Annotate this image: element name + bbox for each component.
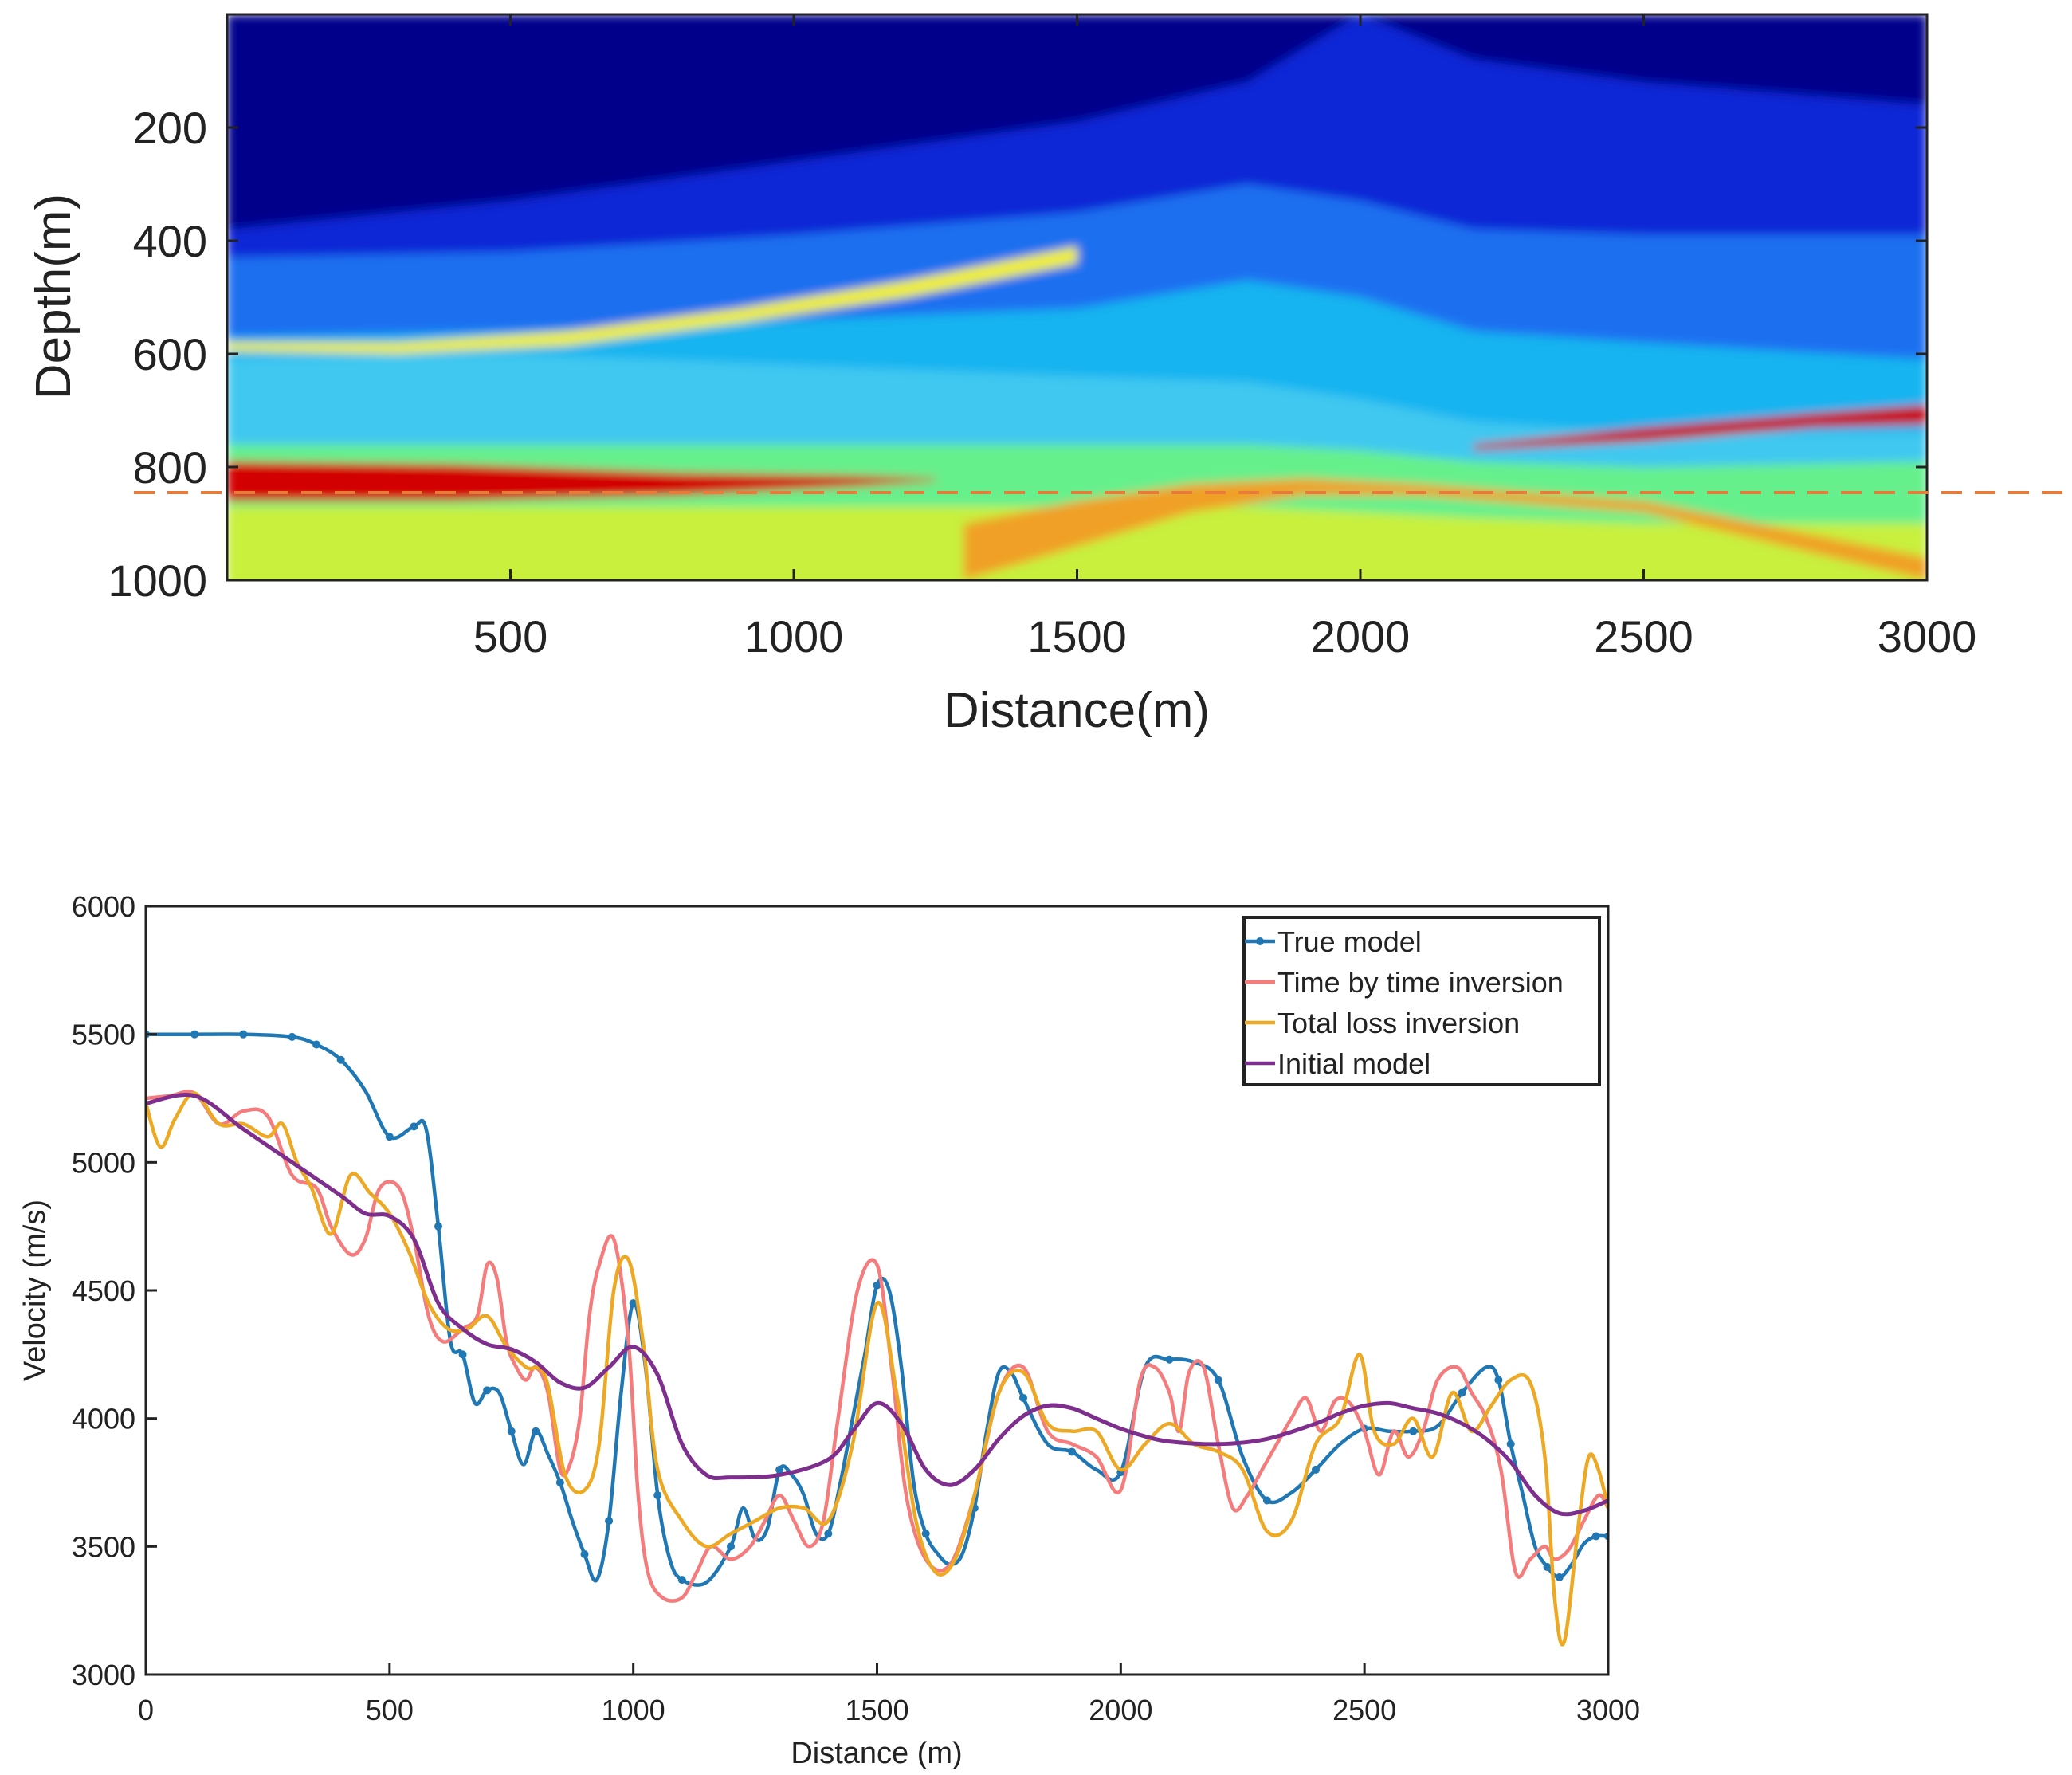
series-point-true-model — [580, 1549, 589, 1558]
series-point-true-model — [1506, 1439, 1515, 1448]
line-series-group — [146, 1030, 1608, 1647]
heatmap-y-label: Depth(m) — [26, 194, 81, 399]
series-point-true-model — [1312, 1465, 1320, 1474]
series-point-true-model — [1543, 1563, 1552, 1572]
legend-marker-true-model — [1256, 937, 1264, 945]
series-point-true-model — [1591, 1532, 1600, 1541]
series-point-true-model — [336, 1055, 345, 1064]
series-point-true-model — [921, 1530, 930, 1538]
line-x-tick-label: 1000 — [602, 1694, 665, 1726]
series-point-true-model — [532, 1427, 540, 1435]
series-point-true-model — [677, 1576, 686, 1585]
series-point-true-model — [410, 1122, 418, 1131]
series-point-true-model — [239, 1030, 248, 1039]
series-point-true-model — [434, 1222, 442, 1231]
line-x-tick-label: 2000 — [1089, 1694, 1152, 1726]
series-point-true-model — [458, 1350, 467, 1359]
heatmap-y-tick-label: 600 — [133, 329, 207, 379]
line-x-axis: 0 500 1000 1500 2000 2500 3000 — [138, 1663, 1640, 1726]
heatmap-red-layer-right — [1474, 404, 1927, 450]
series-point-true-model — [605, 1517, 614, 1526]
series-point-true-model — [1214, 1376, 1222, 1384]
heatmap-y-tick-label: 800 — [133, 442, 207, 493]
series-point-true-model — [483, 1386, 492, 1395]
series-point-true-model — [873, 1281, 881, 1290]
series-point-true-model — [629, 1299, 638, 1308]
line-x-label: Distance (m) — [791, 1737, 962, 1770]
series-point-true-model — [824, 1530, 833, 1538]
series-point-true-model — [1262, 1496, 1271, 1505]
line-chart: 0 500 1000 1500 2000 2500 3000 3000 3500 4000 450… — [18, 890, 1640, 1770]
line-y-tick-label: 4000 — [72, 1403, 135, 1435]
series-point-true-model — [555, 1479, 564, 1486]
line-y-tick-label: 3000 — [72, 1659, 135, 1691]
heatmap-yellow-band-1 — [227, 246, 1077, 354]
series-line-initial-model — [146, 1093, 1608, 1517]
line-y-tick-label: 5000 — [72, 1146, 135, 1179]
line-x-tick-label: 500 — [366, 1694, 414, 1726]
heatmap-layers — [227, 14, 1927, 580]
heatmap-x-tick-label: 3000 — [1878, 611, 1977, 662]
heatmap-y-tick-label: 200 — [133, 103, 207, 153]
legend-label-initial-model: Initial model — [1277, 1047, 1430, 1080]
series-point-true-model — [312, 1040, 321, 1049]
heatmap-y-tick-label: 1000 — [108, 556, 207, 606]
line-y-label: Velocity (m/s) — [18, 1200, 52, 1381]
series-point-true-model — [653, 1491, 662, 1500]
series-point-true-model — [775, 1465, 784, 1474]
heatmap-x-tick-label: 1000 — [744, 611, 844, 662]
heatmap-x-label: Distance(m) — [944, 683, 1210, 738]
series-point-true-model — [1494, 1376, 1503, 1384]
line-x-tick-label: 1500 — [845, 1694, 908, 1726]
series-point-true-model — [1458, 1388, 1466, 1397]
heatmap-x-tick-label: 1500 — [1027, 611, 1127, 662]
series-point-true-model — [507, 1427, 516, 1435]
series-point-true-model — [727, 1542, 735, 1551]
line-y-axis: 3000 3500 4000 4500 5000 5500 6000 — [72, 890, 157, 1691]
line-y-tick-label: 6000 — [72, 890, 135, 923]
line-y-tick-label: 5500 — [72, 1019, 135, 1051]
line-x-tick-label: 0 — [138, 1694, 154, 1726]
heatmap-y-tick-label: 400 — [133, 216, 207, 266]
heatmap-yellow-band-2 — [963, 478, 1927, 580]
line-x-tick-label: 3000 — [1576, 1694, 1640, 1726]
line-y-tick-label: 4500 — [72, 1274, 135, 1307]
series-point-true-model — [1019, 1393, 1027, 1402]
legend-box — [1242, 916, 1601, 1086]
heatmap-x-axis: 500 1000 1500 2000 2500 3000 — [473, 14, 1977, 662]
series-line-total-loss-inversion — [146, 1091, 1608, 1647]
line-y-tick-label: 3500 — [72, 1530, 135, 1563]
legend: True model Time by time inversion Total lo… — [1242, 916, 1601, 1086]
heatmap-y-axis: 200 400 600 800 1000 — [108, 103, 1927, 606]
series-point-true-model — [1409, 1427, 1418, 1435]
legend-items: True model Time by time inversion Total lo… — [1245, 925, 1564, 1080]
series-point-true-model — [1068, 1447, 1077, 1456]
heatmap-x-tick-label: 2000 — [1311, 611, 1411, 662]
series-point-true-model — [1555, 1573, 1564, 1581]
heatmap-x-tick-label: 2500 — [1594, 611, 1693, 662]
series-point-true-model — [190, 1030, 199, 1039]
series-point-true-model — [288, 1032, 296, 1041]
legend-label-total-loss-inversion: Total loss inversion — [1277, 1007, 1520, 1039]
heatmap-field — [227, 14, 1927, 580]
series-point-true-model — [1165, 1355, 1174, 1364]
series-point-true-model — [385, 1133, 394, 1141]
heatmap-chart: 500 1000 1500 2000 2500 3000 200 400 600 800 1000… — [26, 13, 2067, 738]
heatmap-x-tick-label: 500 — [473, 611, 547, 662]
legend-label-time-by-time-inversion: Time by time inversion — [1277, 966, 1564, 999]
line-x-tick-label: 2500 — [1332, 1694, 1396, 1726]
legend-label-true-model: True model — [1277, 925, 1422, 958]
